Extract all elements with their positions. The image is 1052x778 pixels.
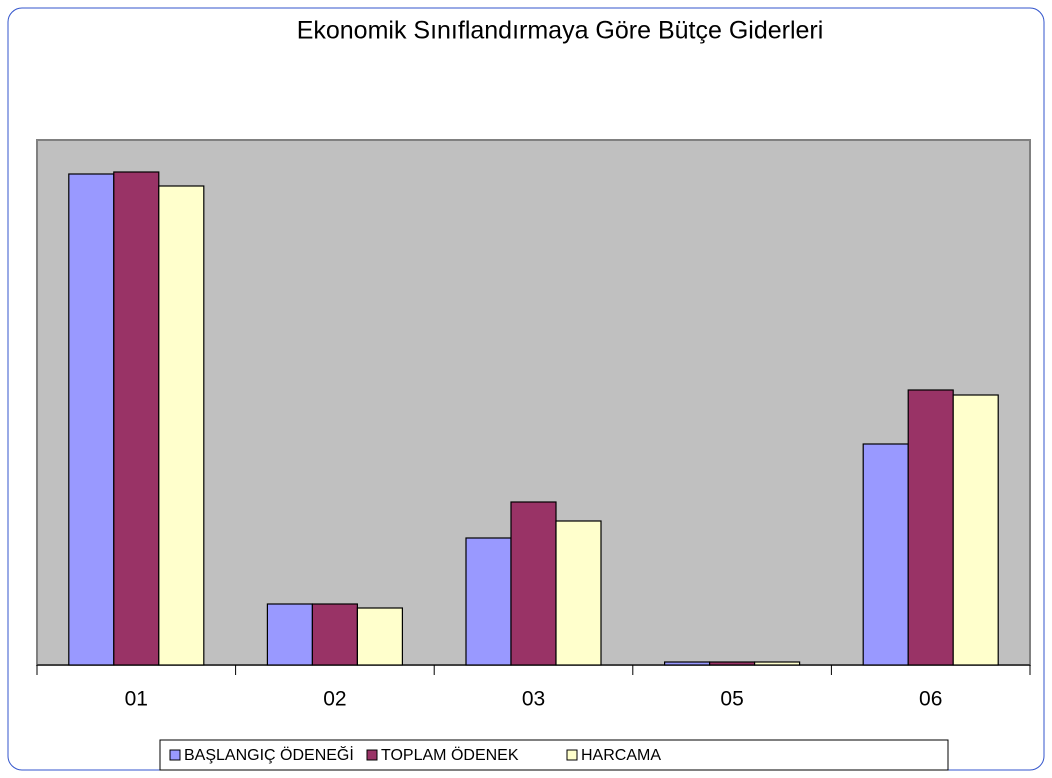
legend-label: BAŞLANGIÇ ÖDENEĞİ xyxy=(184,745,354,764)
legend-label: TOPLAM ÖDENEK xyxy=(381,746,519,764)
legend-swatch xyxy=(169,749,181,761)
bar xyxy=(311,603,358,666)
bar xyxy=(158,185,205,666)
x-tick-label: 02 xyxy=(323,688,346,711)
bar xyxy=(68,173,115,666)
bar xyxy=(555,520,602,666)
legend-label: HARCAMA xyxy=(581,747,661,764)
legend-swatch xyxy=(566,749,578,761)
bar xyxy=(510,501,557,666)
x-tick-label: 01 xyxy=(125,688,148,711)
x-tick-label: 06 xyxy=(919,688,942,711)
x-tick-label: 03 xyxy=(522,688,545,711)
bar xyxy=(952,394,999,666)
x-tick-label: 05 xyxy=(720,688,743,711)
legend-box xyxy=(159,739,949,771)
legend-swatch xyxy=(366,749,378,761)
chart-title: Ekonomik Sınıflandırmaya Göre Bütçe Gide… xyxy=(297,17,824,45)
bar xyxy=(862,443,909,666)
bar xyxy=(113,171,160,666)
bar xyxy=(465,537,512,666)
bar xyxy=(356,607,403,666)
bar xyxy=(907,389,954,666)
bar xyxy=(266,603,313,666)
